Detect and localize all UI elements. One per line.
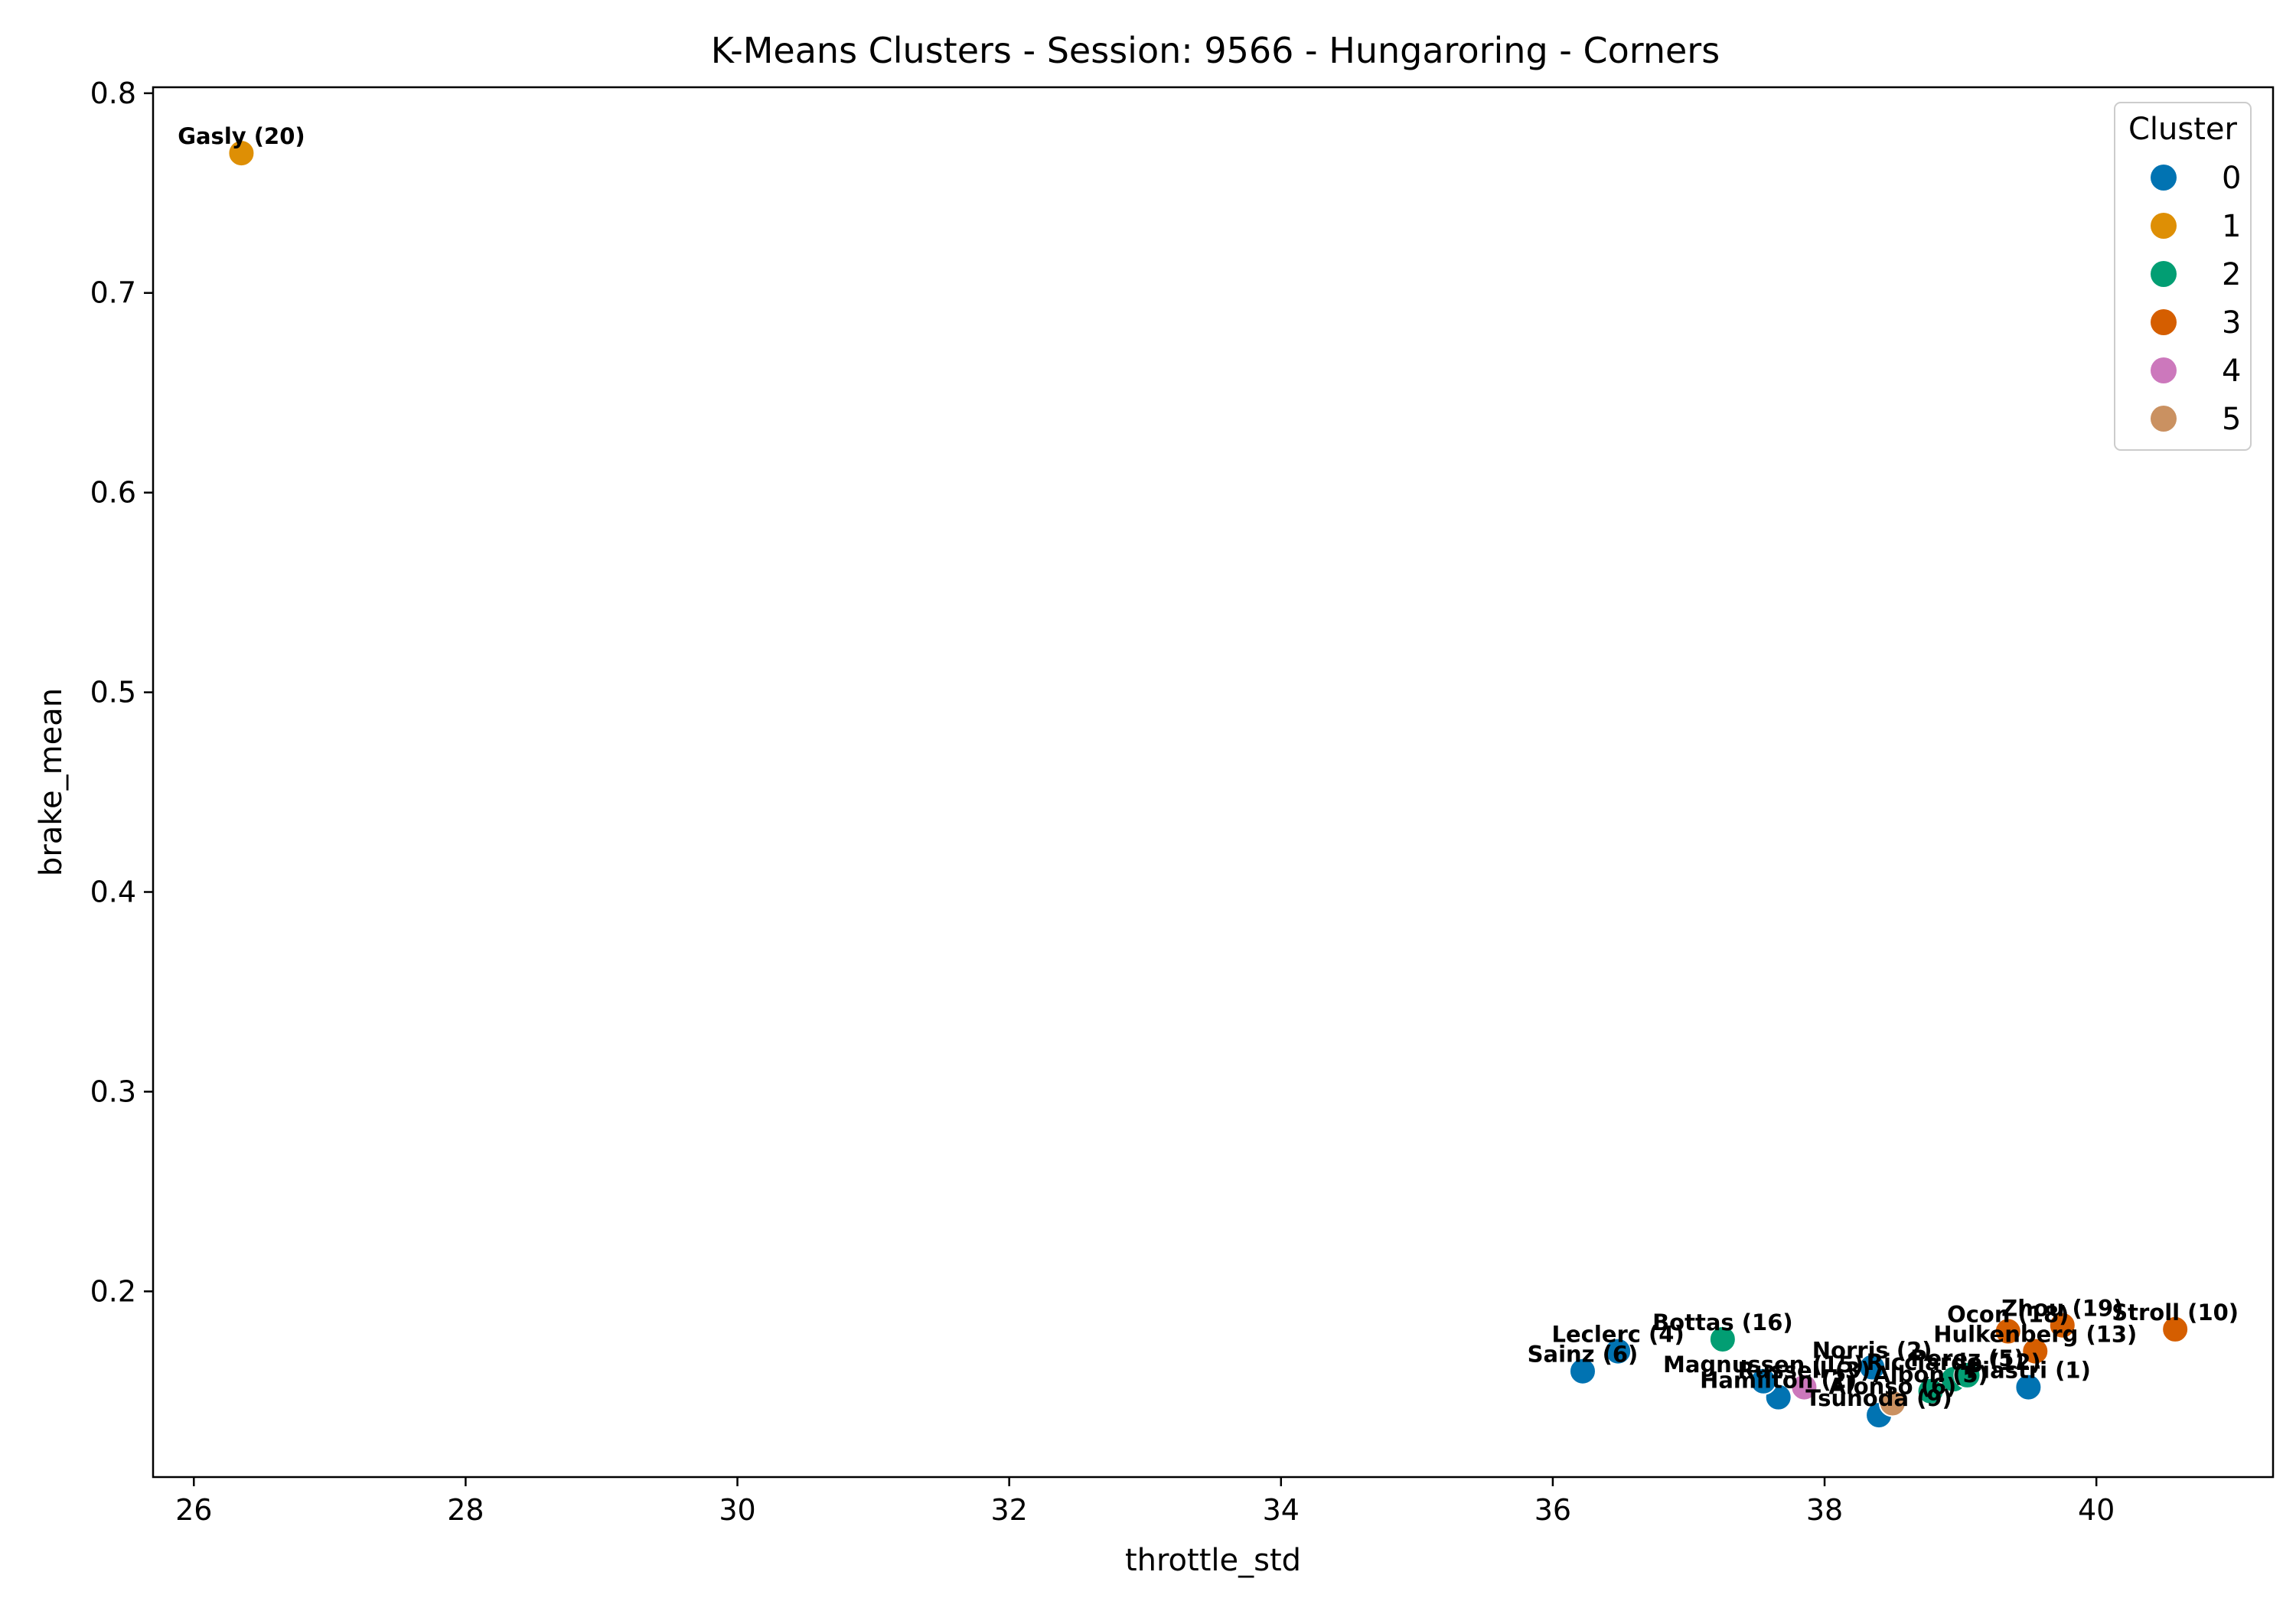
legend-label: 5	[2222, 402, 2241, 437]
x-axis-ticks: 26 28 30 32 34 36 38 40	[175, 1477, 2115, 1527]
y-tick-label: 0.5	[90, 676, 136, 709]
legend-entries: 0 1 2 3 4 5	[2151, 161, 2241, 437]
legend-label: 4	[2222, 354, 2241, 389]
chart-title: K-Means Clusters - Session: 9566 - Hunga…	[711, 30, 1720, 71]
legend-label: 2	[2222, 257, 2241, 292]
legend-marker	[2151, 165, 2177, 191]
y-tick-label: 0.2	[90, 1274, 136, 1308]
data-point-label: Hulkenberg (13)	[1933, 1322, 2137, 1348]
data-point	[1878, 1389, 1906, 1417]
y-tick-label: 0.3	[90, 1075, 136, 1108]
data-point	[1604, 1337, 1632, 1365]
data-point	[2014, 1373, 2043, 1401]
y-tick-label: 0.8	[90, 77, 136, 110]
y-tick-label: 0.4	[90, 876, 136, 909]
data-point-label: Piastri (1)	[1966, 1358, 2091, 1384]
x-tick-label: 36	[1534, 1493, 1571, 1527]
data-point-label: Ocon (18)	[1947, 1302, 2069, 1328]
scatter-points	[227, 139, 2190, 1430]
x-axis-label: throttle_std	[1125, 1543, 1301, 1578]
legend-title: Cluster	[2128, 112, 2238, 147]
point-labels: Gasly (20) Sainz (6)Leclerc (4)Bottas (16…	[178, 123, 2239, 1411]
data-point-label: Magnussen (15)	[1663, 1352, 1864, 1378]
data-point	[1708, 1325, 1737, 1353]
data-point-label: Gasly (20)	[178, 123, 305, 149]
data-point	[1858, 1353, 1887, 1381]
data-point	[2161, 1315, 2190, 1343]
x-tick-label: 40	[2078, 1493, 2115, 1527]
x-tick-label: 26	[175, 1493, 212, 1527]
data-point	[1953, 1361, 1981, 1389]
data-point-label: Alonso (6)	[1828, 1373, 1956, 1399]
data-point-label: Albon (5)	[1873, 1362, 1988, 1388]
data-point-label: Perez (5)	[1910, 1345, 2024, 1371]
legend: Cluster 0 1 2 3 4 5	[2114, 102, 2252, 451]
legend-label: 3	[2222, 305, 2241, 341]
legend-marker	[2151, 357, 2177, 383]
legend-label: 1	[2222, 209, 2241, 244]
plot-frame	[152, 86, 2275, 1479]
data-point-label: Leclerc (4)	[1552, 1322, 1684, 1348]
legend-marker	[2151, 261, 2177, 287]
data-point	[1994, 1317, 2022, 1345]
data-point	[2021, 1337, 2050, 1365]
data-point	[1916, 1377, 1945, 1405]
x-tick-label: 38	[1806, 1493, 1843, 1527]
data-point	[1790, 1373, 1818, 1401]
data-point-label: Ricciardo (12)	[1867, 1349, 2041, 1375]
y-axis-label: brake_mean	[34, 688, 69, 876]
x-tick-label: 30	[719, 1493, 755, 1527]
data-point-label: Hamilton (2)	[1700, 1368, 1857, 1394]
data-point-label: Tsunoda (9)	[1805, 1385, 1952, 1411]
data-point-label: Stroll (10)	[2112, 1300, 2239, 1326]
x-tick-label: 34	[1263, 1493, 1300, 1527]
legend-marker	[2151, 309, 2177, 335]
legend-frame	[2114, 102, 2252, 451]
y-axis-ticks: 0.2 0.3 0.4 0.5 0.6 0.7 0.8	[90, 77, 153, 1308]
data-point-label: Russell (3)	[1737, 1358, 1870, 1384]
data-point-label: Bottas (16)	[1652, 1309, 1793, 1335]
data-point	[1568, 1357, 1596, 1385]
legend-marker	[2151, 213, 2177, 239]
data-point	[2048, 1311, 2076, 1339]
data-point-label: Norris (2)	[1812, 1337, 1932, 1363]
data-point-label: Zhou (19)	[2001, 1296, 2123, 1322]
x-tick-label: 28	[447, 1493, 484, 1527]
y-tick-label: 0.7	[90, 276, 136, 310]
data-point	[227, 139, 256, 168]
legend-marker	[2151, 406, 2177, 432]
data-point	[1750, 1367, 1778, 1395]
legend-label: 0	[2222, 161, 2241, 196]
data-point-label: Sainz (6)	[1528, 1342, 1639, 1368]
y-tick-label: 0.6	[90, 476, 136, 510]
x-tick-label: 32	[990, 1493, 1027, 1527]
